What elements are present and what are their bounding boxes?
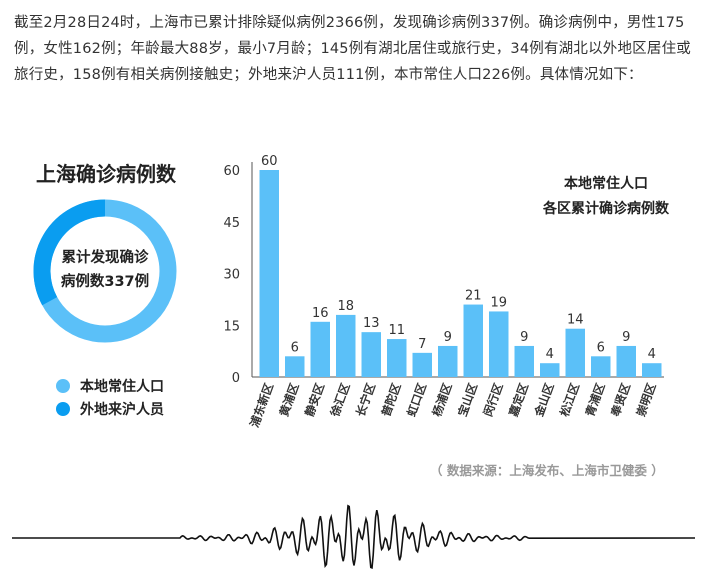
bar-value-label: 6 [291,340,299,355]
y-tick-label: 45 [223,216,240,231]
bar-value-label: 9 [444,330,452,345]
chart-title-line1: 本地常住人口 [564,175,648,192]
x-category-label: 闵行区 [481,381,506,419]
bar-value-label: 4 [648,347,656,362]
data-source: （ 数据来源：上海发布、上海市卫健委 ） [430,463,664,478]
donut-center-label: 累计发现确诊 病例数337例 [30,246,180,294]
legend-item-outside: 外地来沪人员 [56,399,164,419]
x-category-label: 青浦区 [583,381,608,419]
x-category-label: 徐汇区 [327,381,352,420]
x-category-label: 崇明区 [634,381,659,419]
intro-paragraph: 截至2月28日24时，上海市已累计排除疑似病例2366例，发现确诊病例337例。… [14,15,691,83]
district-bar-chart: 本地常住人口 各区累计确诊病例数 0 15 30 45 60 60 浦东新区 6 黄浦区 16 静安… [223,154,670,429]
x-category-label: 杨浦区 [430,381,455,419]
x-category-label: 奉贤区 [608,381,633,420]
bar [387,339,407,377]
legend-item-local: 本地常住人口 [56,376,164,396]
bar-value-label: 9 [622,330,630,345]
bar [565,328,585,377]
bar-value-label: 6 [597,340,605,355]
bar-value-label: 4 [546,347,554,362]
legend-label-local: 本地常住人口 [80,379,164,395]
legend-dot-local [56,379,70,393]
bar [540,363,560,377]
y-tick-label: 60 [223,164,240,179]
y-tick-label: 0 [232,371,240,386]
x-category-label: 宝山区 [455,381,480,419]
x-category-label: 松江区 [557,381,582,419]
bar [591,356,611,377]
bar [259,170,279,377]
bar [514,345,534,377]
bar-value-label: 18 [337,299,354,314]
x-category-label: 普陀区 [379,381,404,419]
x-category-label: 长宁区 [353,381,378,419]
x-category-label: 浦东新区 [247,381,276,429]
bar [361,332,381,377]
x-category-label: 金山区 [531,381,556,420]
x-category-label: 虹口区 [404,381,429,419]
bar [438,345,458,377]
donut-segment-outside [33,199,106,306]
y-tick-label: 15 [223,319,240,334]
bar-value-label: 13 [363,316,380,331]
y-tick-label: 30 [223,268,240,283]
chart-title-line2: 各区累计确诊病例数 [542,200,670,217]
bar [616,345,636,377]
seismic-wave-divider [12,504,696,569]
bar-value-label: 11 [388,323,405,338]
x-category-label: 嘉定区 [506,381,531,420]
donut-center-line1: 累计发现确诊 [61,250,149,266]
donut-title: 上海确诊病例数 [36,162,176,186]
x-category-label: 黄浦区 [277,381,302,419]
bar [489,311,509,377]
donut-center-line2: 病例数337例 [60,274,150,290]
bar-value-label: 7 [418,337,426,352]
bar [412,352,432,377]
x-category-label: 静安区 [302,381,327,419]
bar-value-label: 21 [465,289,482,304]
bar [285,356,305,377]
bar-value-label: 14 [567,313,584,328]
bar [336,314,356,377]
bar-value-label: 19 [490,295,507,310]
bar [642,363,662,377]
bar-value-label: 60 [261,154,278,169]
bar-value-label: 9 [520,330,528,345]
bar-value-label: 16 [312,306,329,321]
legend-label-outside: 外地来沪人员 [80,402,164,418]
bar [463,304,483,377]
legend-dot-outside [56,402,70,416]
bar [310,321,330,377]
donut-chart [33,199,177,343]
